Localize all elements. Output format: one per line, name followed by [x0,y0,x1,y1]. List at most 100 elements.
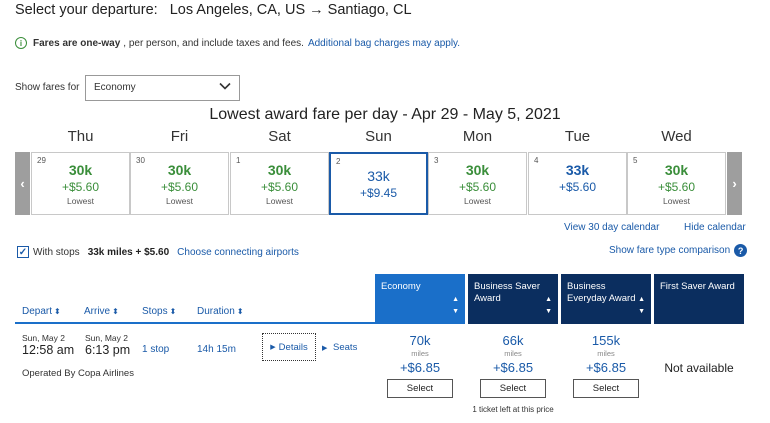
cabin-label: Economy [381,281,421,292]
arrive-header: Arrive [84,306,111,317]
operated-by-text: Operated By Copa Airlines [22,368,134,379]
day-tax: +$5.60 [558,180,597,194]
day-miles: 30k [68,162,93,178]
sort-duration[interactable]: Duration ⬍ [197,306,244,317]
hide-calendar-link[interactable]: Hide calendar [684,222,746,233]
header-divider [15,322,375,324]
details-label: Details [278,341,308,353]
day-miles: 33k [367,168,390,184]
fare-miles: 155k [591,333,621,348]
dow-label: Thu [67,128,94,145]
calendar-day-cell[interactable]: 29 30k +$5.60 Lowest [31,152,130,215]
cabin-label: First Saver Award [660,281,735,292]
info-text: , per person, and include taxes and fees… [123,37,304,49]
cabin-header-business-everyday[interactable]: Business Everyday Award ▲ ▼ [561,274,651,324]
fare-economy: 70k miles +$6.85 Select [375,333,465,398]
day-tax: +$5.60 [657,180,696,194]
day-number: 4 [534,156,539,165]
sort-icon: ▲ ▼ [545,296,552,315]
day-number: 3 [434,156,439,165]
chevron-down-icon [219,82,231,90]
calendar-day-cell[interactable]: 5 30k +$5.60 Lowest [627,152,726,215]
calendar-day-cell[interactable]: 1 30k +$5.60 Lowest [230,152,329,215]
details-button[interactable]: ▶ Details [262,333,316,361]
day-number: 29 [37,156,46,165]
day-lowest-label: Lowest [663,196,690,206]
day-number: 1 [236,156,241,165]
calendar-day-cell[interactable]: 30 30k +$5.60 Lowest [130,152,229,215]
day-number: 5 [633,156,638,165]
day-lowest-label: Lowest [464,196,491,206]
day-miles: 30k [267,162,292,178]
select-business-everyday-button[interactable]: Select [573,379,639,398]
choose-connecting-airports-link[interactable]: Choose connecting airports [177,246,299,258]
sort-icon: ⬍ [54,307,61,316]
depart-date: Sun, May 2 [22,333,65,343]
day-miles: 30k [664,162,689,178]
dow-label: Sat [268,128,291,145]
fare-unit: miles [411,349,429,358]
with-stops-price: 33k miles + $5.60 [87,246,170,258]
sort-icon: ▲ ▼ [452,296,459,315]
chevron-left-icon: ‹ [20,176,25,191]
calendar-prev-button[interactable]: ‹ [15,152,30,215]
info-bold-text: Fares are one-way [33,37,121,49]
sort-arrive[interactable]: Arrive ⬍ [84,306,119,317]
stops-link[interactable]: 1 stop [142,344,170,355]
day-number: 2 [336,157,341,166]
calendar-day-cell[interactable]: 3 30k +$5.60 Lowest [428,152,527,215]
fare-class-value: Economy [94,82,136,93]
stops-header: Stops [142,306,168,317]
sort-stops[interactable]: Stops ⬍ [142,306,176,317]
view-30-day-calendar-link[interactable]: View 30 day calendar [564,222,660,233]
cabin-header-business-saver[interactable]: Business Saver Award ▲ ▼ [468,274,558,324]
fare-unit: miles [597,349,615,358]
dow-label: Mon [462,128,493,145]
help-icon[interactable]: ? [734,244,748,257]
select-business-saver-button[interactable]: Select [480,379,546,398]
day-lowest-label: Lowest [166,196,193,206]
arrive-date: Sun, May 2 [85,333,128,343]
fare-info-notice: i Fares are one-way , per person, and in… [15,37,460,49]
bag-charges-link[interactable]: Additional bag charges may apply. [307,37,461,49]
calendar-day-cell-selected[interactable]: 2 33k +$9.45 [329,152,428,215]
calendar-next-button[interactable]: › [727,152,742,215]
depart-time: 12:58 am [22,343,75,357]
duration-header: Duration [197,306,235,317]
with-stops-checkbox[interactable]: ✓ [17,246,29,258]
select-economy-button[interactable]: Select [387,379,453,398]
day-tax: +$9.45 [359,186,398,200]
depart-header: Depart [22,306,53,317]
day-lowest-label: Lowest [67,196,94,206]
day-miles: 33k [565,162,590,178]
fare-miles: 70k [409,333,431,348]
day-tax: +$5.60 [260,180,299,194]
sort-icon: ▲ ▼ [638,296,645,315]
sort-icon: ⬍ [236,307,244,316]
cabin-header-economy[interactable]: Economy ▲ ▼ [375,274,465,324]
dow-label: Tue [564,128,591,145]
page-title: Select your departure: Los Angeles, CA, … [15,2,412,18]
day-number: 30 [136,156,145,165]
day-tax: +$5.60 [61,180,100,194]
show-fares-label: Show fares for [15,82,80,93]
title-label: Select your departure: [15,2,158,18]
sort-icon: ⬍ [112,307,119,316]
seats-button[interactable]: ▶ Seats [322,342,357,353]
day-lowest-label: Lowest [266,196,293,206]
with-stops-label: With stops [33,246,80,258]
fare-type-comparison-link[interactable]: Show fare type comparison [609,245,731,256]
day-miles: 30k [465,162,490,178]
calendar-day-cell[interactable]: 4 33k +$5.60 [528,152,627,215]
cabin-header-first-saver[interactable]: First Saver Award [654,274,744,324]
fare-tax: +$6.85 [585,360,627,375]
day-miles: 30k [167,162,192,178]
sort-depart[interactable]: Depart ⬍ [22,306,61,317]
fare-type-comparison[interactable]: Show fare type comparison ? [609,244,748,257]
fare-business-saver: 66k miles +$6.85 Select [468,333,558,398]
dow-label: Wed [661,128,692,145]
cabin-label: Business Saver Award [474,281,541,304]
fare-unit: miles [504,349,522,358]
calendar-title: Lowest award fare per day - Apr 29 - May… [209,106,561,123]
fare-class-select[interactable]: Economy [85,75,240,101]
